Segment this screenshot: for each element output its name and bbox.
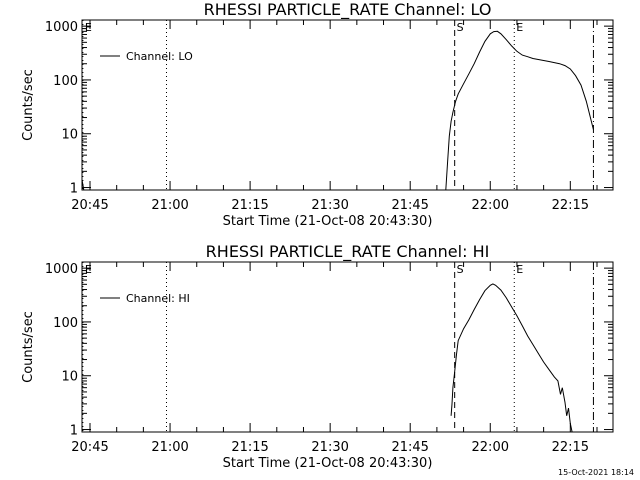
- time-marker-label: E: [85, 263, 92, 276]
- y-tick-label: 1: [70, 182, 78, 197]
- footer-timestamp: 15-Oct-2021 18:14: [558, 468, 634, 477]
- y-tick-label: 100: [53, 74, 78, 89]
- chart-title: RHESSI PARTICLE_RATE Channel: HI: [206, 242, 490, 262]
- x-tick-label: 20:45: [71, 440, 108, 455]
- y-tick-label: 100: [53, 316, 78, 331]
- y-axis-label: Counts/sec: [21, 69, 36, 141]
- chart-title: RHESSI PARTICLE_RATE Channel: LO: [204, 0, 492, 20]
- x-tick-label: 21:30: [311, 198, 348, 213]
- time-marker-label: E: [85, 21, 92, 34]
- x-tick-label: 21:45: [391, 198, 428, 213]
- y-tick-label: 10: [61, 128, 78, 143]
- y-tick-label: 1: [70, 424, 78, 439]
- x-axis-label: Start Time (21-Oct-08 20:43:30): [223, 456, 433, 471]
- legend-label: Channel: LO: [126, 50, 193, 63]
- panel-hi: RHESSI PARTICLE_RATE Channel: HI 1 10 100 10…: [21, 242, 614, 471]
- y-tick-label: 1000: [45, 20, 78, 35]
- time-marker-label: E: [516, 21, 523, 34]
- series-line: [445, 30, 594, 191]
- x-tick-label: 22:15: [552, 198, 589, 213]
- x-tick-label: 22:15: [552, 440, 589, 455]
- x-axis-label: Start Time (21-Oct-08 20:43:30): [223, 214, 433, 229]
- x-tick-label: 21:15: [231, 198, 268, 213]
- series-line: [81, 179, 85, 191]
- time-marker-label: S: [457, 21, 464, 34]
- x-tick-label: 21:45: [391, 440, 428, 455]
- plot-frame: [81, 261, 614, 433]
- y-tick-label: 10: [61, 370, 78, 385]
- legend-label: Channel: HI: [126, 292, 190, 305]
- x-tick-label: 22:00: [472, 198, 509, 213]
- panel-lo: RHESSI PARTICLE_RATE Channel: LO 1 10 100 10…: [21, 0, 614, 229]
- y-tick-label: 1000: [45, 262, 78, 277]
- time-marker-label: E: [516, 263, 523, 276]
- plot-frame: [81, 19, 614, 191]
- x-tick-label: 20:45: [71, 198, 108, 213]
- x-tick-label: 21:00: [151, 198, 188, 213]
- x-tick-label: 21:30: [311, 440, 348, 455]
- x-tick-label: 22:00: [472, 440, 509, 455]
- x-tick-label: 21:00: [151, 440, 188, 455]
- x-tick-label: 21:15: [231, 440, 268, 455]
- series-line: [450, 283, 573, 433]
- time-marker-label: S: [457, 263, 464, 276]
- y-axis-label: Counts/sec: [21, 311, 36, 383]
